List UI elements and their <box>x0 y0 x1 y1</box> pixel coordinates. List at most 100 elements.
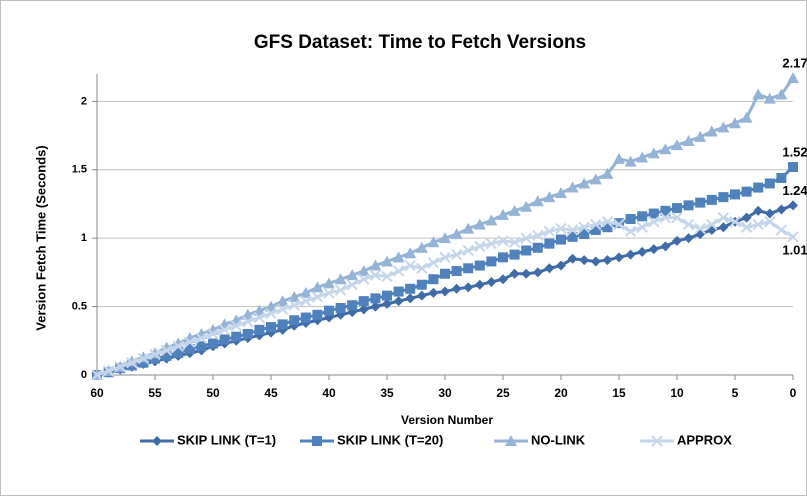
series-marker <box>335 302 346 313</box>
series-marker <box>520 200 533 212</box>
series-marker <box>370 293 381 304</box>
series-marker <box>439 232 451 244</box>
series-marker <box>102 365 115 377</box>
series-marker <box>543 191 556 203</box>
series-marker <box>497 235 509 247</box>
series-marker <box>579 255 590 266</box>
series-marker <box>254 324 265 335</box>
series-marker <box>358 304 369 315</box>
series-marker <box>486 276 497 287</box>
series-marker <box>382 298 392 309</box>
series-marker <box>566 181 579 193</box>
x-tick-label: 60 <box>90 386 104 400</box>
series-marker <box>752 218 764 231</box>
series-marker <box>404 259 416 272</box>
series-marker <box>299 286 312 298</box>
x-tick-label: 30 <box>438 386 452 400</box>
series-marker <box>590 224 601 235</box>
series-marker <box>740 221 753 233</box>
series-marker <box>173 348 184 359</box>
series-marker <box>463 282 474 293</box>
legend-marker <box>505 435 517 446</box>
series-marker <box>624 155 637 167</box>
x-tick-label: 45 <box>264 386 278 400</box>
series-marker <box>752 88 765 100</box>
series-marker <box>730 189 740 200</box>
series-marker <box>579 229 590 240</box>
series-marker <box>659 211 672 224</box>
series-marker <box>717 121 730 133</box>
series-marker <box>172 340 184 352</box>
series-marker <box>602 255 613 266</box>
series-marker <box>544 263 555 274</box>
series-marker <box>683 200 694 211</box>
series-marker <box>208 338 218 349</box>
x-tick-label: 10 <box>670 386 684 400</box>
series-marker <box>647 147 660 159</box>
series-marker <box>474 240 486 253</box>
series-marker <box>392 251 405 263</box>
series-marker <box>137 352 150 365</box>
series-marker <box>357 265 370 277</box>
series-marker <box>740 111 753 123</box>
series-marker <box>753 205 764 216</box>
series-marker <box>601 216 614 228</box>
series-marker <box>253 304 266 316</box>
series-marker <box>682 218 695 231</box>
series-marker <box>393 296 404 307</box>
series-marker <box>567 253 578 264</box>
series-marker <box>428 287 439 298</box>
x-tick-label: 15 <box>612 386 626 400</box>
series-marker <box>405 283 416 294</box>
series-marker <box>369 259 382 271</box>
series-marker <box>602 222 613 233</box>
series-marker <box>312 309 323 320</box>
series-marker <box>323 277 335 289</box>
y-tick-label: 0 <box>81 369 87 381</box>
series-marker <box>590 218 602 231</box>
series-marker <box>381 255 393 267</box>
series-marker <box>485 214 498 226</box>
series-marker <box>486 256 497 267</box>
series-marker <box>474 260 485 271</box>
x-tick-label: 0 <box>790 386 797 400</box>
series-marker <box>520 232 532 244</box>
series-marker <box>556 234 566 245</box>
series-marker <box>566 224 579 236</box>
series-marker <box>451 266 462 277</box>
series-marker <box>346 278 358 291</box>
series-marker <box>416 262 428 274</box>
series-marker <box>300 312 311 323</box>
series-marker <box>788 200 798 211</box>
series-marker <box>509 268 520 279</box>
series-marker <box>659 143 672 155</box>
series-marker <box>241 308 254 320</box>
data-label: 1.01 <box>782 242 807 257</box>
series-marker <box>613 218 625 231</box>
series-marker <box>370 301 381 312</box>
x-tick-label: 35 <box>380 386 394 400</box>
chart-title: GFS Dataset: Time to Fetch Versions <box>254 32 586 53</box>
series-marker <box>578 221 590 233</box>
series-marker <box>427 257 440 269</box>
series-marker <box>776 172 787 183</box>
series-marker <box>718 192 729 203</box>
series-marker <box>288 299 300 311</box>
series-marker <box>509 249 520 260</box>
series-marker <box>230 320 242 332</box>
y-tick-label: 1.5 <box>72 164 87 176</box>
series-marker <box>706 218 718 231</box>
series-marker <box>660 241 671 252</box>
series-marker <box>392 265 405 277</box>
series-marker <box>555 222 567 235</box>
series-marker <box>625 249 636 260</box>
series-marker <box>648 244 659 255</box>
series-marker <box>242 328 253 339</box>
series-marker <box>637 211 648 222</box>
series-marker <box>544 238 555 249</box>
series-marker <box>660 205 671 216</box>
x-tick-label: 25 <box>496 386 510 400</box>
x-tick-label: 5 <box>732 386 739 400</box>
series-marker <box>289 315 300 326</box>
series-marker <box>763 92 776 104</box>
